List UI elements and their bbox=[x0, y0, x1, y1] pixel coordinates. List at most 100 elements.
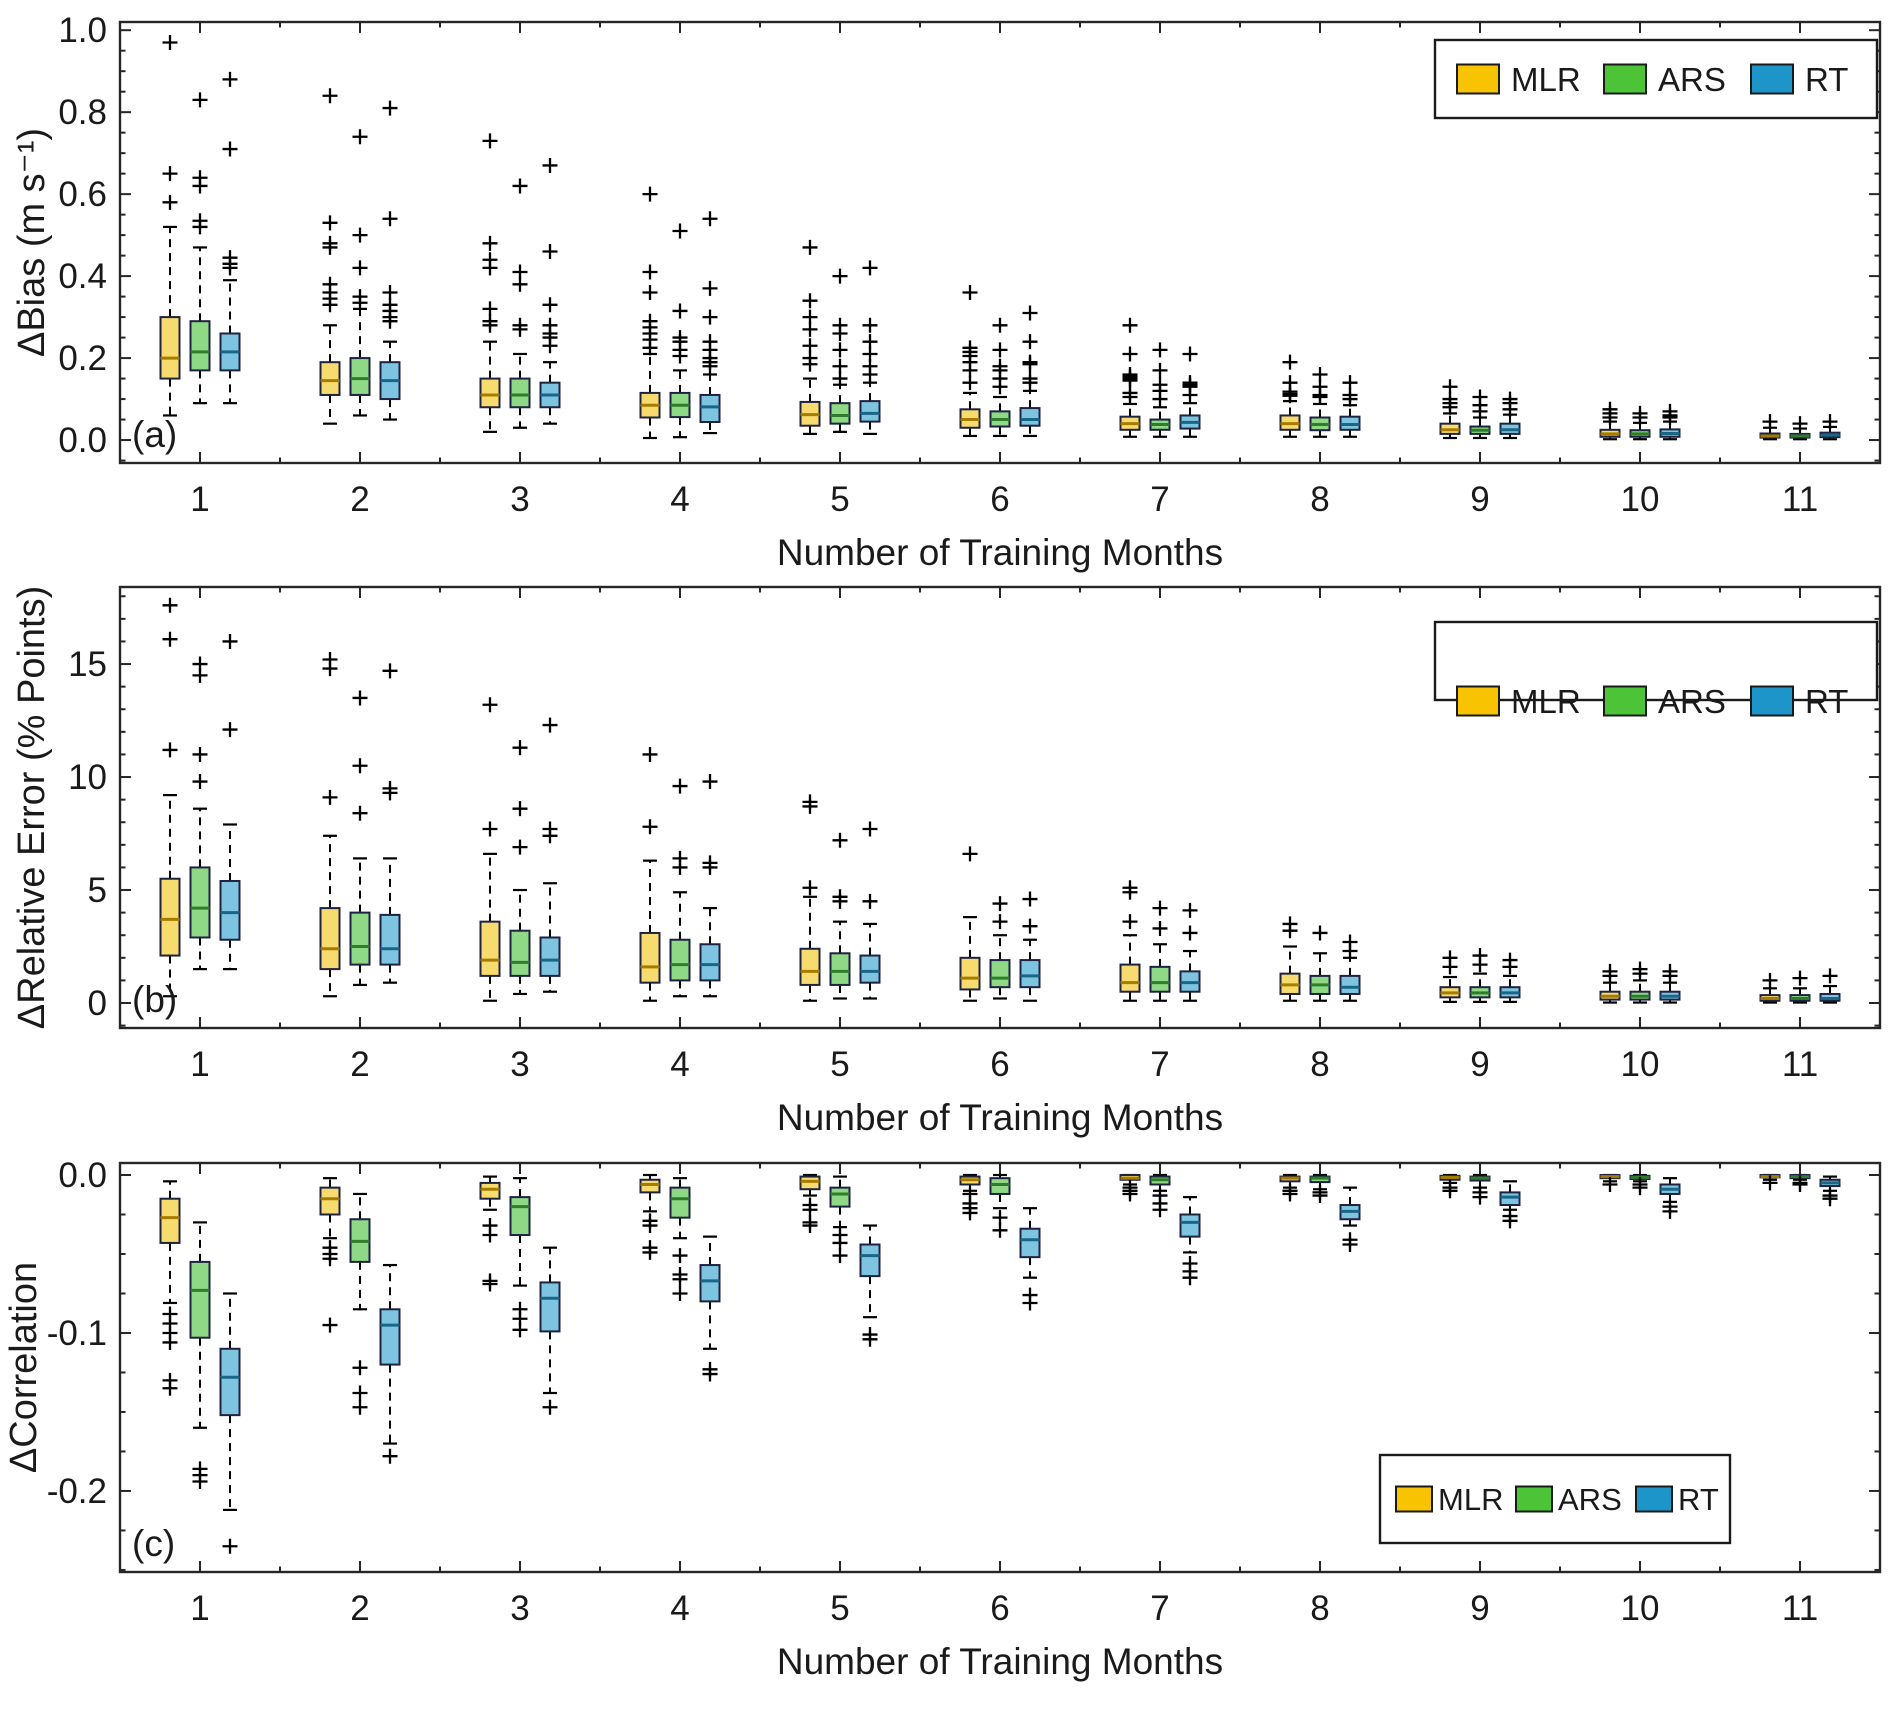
box-MLR-month-4-outlier bbox=[642, 1218, 658, 1234]
box-RT-month-6 bbox=[1019, 959, 1041, 989]
box-ARS-month-3-outlier bbox=[512, 1322, 528, 1338]
box-MLR-month-1-outlier bbox=[162, 742, 178, 758]
x-tick-label: 9 bbox=[1470, 1045, 1489, 1084]
box-RT-month-6-outlier bbox=[1022, 891, 1038, 907]
legend-swatch-RT bbox=[1750, 685, 1794, 717]
box-MLR-month-2 bbox=[319, 1186, 341, 1216]
box-RT-month-3-outlier bbox=[542, 317, 558, 333]
box-MLR-month-2-outlier bbox=[322, 789, 338, 805]
legend-label-RT: RT bbox=[1678, 1482, 1719, 1517]
box-ARS-month-9-outlier bbox=[1472, 948, 1488, 964]
x-axis-title: Number of Training Months bbox=[777, 532, 1223, 573]
box-MLR-month-4-outlier bbox=[642, 313, 658, 329]
box-RT-month-3-outlier bbox=[542, 717, 558, 733]
x-tick-label: 3 bbox=[510, 480, 529, 519]
box-MLR-month-2 bbox=[319, 361, 341, 396]
box-RT-month-9-outlier bbox=[1502, 391, 1518, 407]
box-ARS-month-1-outlier bbox=[192, 92, 208, 108]
box-RT-month-5 bbox=[859, 1243, 881, 1278]
box-RT-month-5 bbox=[859, 954, 881, 984]
box-ARS-month-3-outlier bbox=[512, 264, 528, 280]
box-ARS-month-5 bbox=[829, 1186, 851, 1208]
box-MLR-month-4-outlier bbox=[642, 1244, 658, 1260]
box-MLR-month-1-outlier bbox=[162, 597, 178, 613]
box-MLR-month-7-outlier bbox=[1122, 366, 1138, 382]
box-RT-month-4-outlier bbox=[702, 280, 718, 296]
y-tick-label: 0.6 bbox=[58, 175, 107, 214]
box-MLR-month-3 bbox=[479, 377, 501, 409]
box-RT-month-4-outlier bbox=[702, 309, 718, 325]
box-RT-month-6-outlier bbox=[1022, 334, 1038, 350]
legend-swatch-RT bbox=[1635, 1485, 1673, 1513]
box-RT-month-2-outlier bbox=[382, 780, 398, 796]
y-tick-label: 0 bbox=[88, 984, 107, 1023]
box-ARS-month-1-outlier bbox=[192, 746, 208, 762]
y-tick-label: 1.0 bbox=[58, 11, 107, 50]
box-ARS-month-2-outlier bbox=[352, 1385, 368, 1401]
y-tick-label: 5 bbox=[88, 871, 107, 910]
box-MLR-month-5-outlier bbox=[802, 1218, 818, 1234]
box-MLR-month-3-outlier bbox=[482, 697, 498, 713]
box-MLR-month-8-outlier bbox=[1282, 354, 1298, 370]
box-ARS-month-3-outlier bbox=[512, 801, 528, 817]
box-MLR-month-10-outlier bbox=[1602, 1176, 1618, 1192]
box-RT-month-1-outlier bbox=[222, 141, 238, 157]
box-RT-month-3 bbox=[539, 1281, 561, 1333]
box-RT-month-9-outlier bbox=[1502, 952, 1518, 968]
box-ARS-month-5-outlier bbox=[832, 889, 848, 905]
box-MLR-month-9-outlier bbox=[1442, 1183, 1458, 1199]
box-RT-month-8-outlier bbox=[1342, 1237, 1358, 1253]
box-ARS-month-10-outlier bbox=[1632, 961, 1648, 977]
box-ARS-month-6-outlier bbox=[992, 1222, 1008, 1238]
box-RT-month-6-outlier bbox=[1022, 354, 1038, 370]
axis-frame-panel-1 bbox=[118, 20, 1882, 465]
box-MLR-month-7-outlier bbox=[1122, 346, 1138, 362]
box-RT-month-6 bbox=[1019, 407, 1041, 427]
box-RT-month-7-outlier bbox=[1182, 375, 1198, 391]
box-ARS-month-1 bbox=[189, 320, 211, 372]
box-ARS-month-5 bbox=[829, 952, 851, 986]
box-MLR-month-4 bbox=[639, 931, 661, 984]
box-ARS-month-2 bbox=[349, 357, 371, 396]
box-ARS-month-5-outlier bbox=[832, 832, 848, 848]
box-RT-month-7-outlier bbox=[1182, 1270, 1198, 1286]
box-MLR-month-5-outlier bbox=[802, 239, 818, 255]
x-tick-label: 5 bbox=[830, 480, 849, 519]
box-MLR-month-2-outlier bbox=[322, 276, 338, 292]
box-RT-month-6-outlier bbox=[1022, 918, 1038, 934]
box-ARS-month-4 bbox=[669, 938, 691, 982]
box-ARS-month-4-outlier bbox=[672, 1271, 688, 1287]
box-ARS-month-9-outlier bbox=[1472, 389, 1488, 405]
box-RT-month-11-outlier bbox=[1822, 414, 1838, 430]
axis-frame-panel-2 bbox=[118, 585, 1882, 1030]
legend-label-RT: RT bbox=[1805, 683, 1848, 720]
legend-swatch-ARS bbox=[1603, 685, 1647, 717]
box-ARS-month-7 bbox=[1149, 965, 1171, 993]
box-MLR-month-4-outlier bbox=[642, 285, 658, 301]
box-ARS-month-6 bbox=[989, 959, 1011, 989]
box-MLR-month-2-outlier bbox=[322, 215, 338, 231]
box-MLR-month-8-outlier bbox=[1282, 375, 1298, 391]
box-MLR-month-2-outlier bbox=[322, 88, 338, 104]
box-MLR-month-11-outlier bbox=[1762, 972, 1778, 988]
box-RT-month-11-outlier bbox=[1822, 1191, 1838, 1207]
y-tick-label: 10 bbox=[68, 758, 107, 797]
box-ARS-month-11-outlier bbox=[1792, 1176, 1808, 1192]
panel-letter: (b) bbox=[132, 979, 177, 1020]
box-ARS-month-5 bbox=[829, 402, 851, 425]
box-RT-month-4 bbox=[699, 1264, 721, 1303]
box-ARS-month-2 bbox=[349, 911, 371, 966]
box-RT-month-2-outlier bbox=[382, 211, 398, 227]
box-ARS-month-3 bbox=[509, 929, 531, 977]
box-RT-month-5-outlier bbox=[862, 893, 878, 909]
box-ARS-month-7-outlier bbox=[1152, 362, 1168, 378]
box-ARS-month-3-outlier bbox=[512, 740, 528, 756]
box-ARS-month-2-outlier bbox=[352, 690, 368, 706]
box-MLR-month-6 bbox=[959, 956, 981, 991]
x-tick-label: 1 bbox=[190, 1045, 209, 1084]
box-RT-month-4-outlier bbox=[702, 1366, 718, 1382]
y-tick-label: 0.2 bbox=[58, 339, 107, 378]
box-ARS-month-3-outlier bbox=[512, 317, 528, 333]
box-MLR-month-10-outlier bbox=[1602, 963, 1618, 979]
